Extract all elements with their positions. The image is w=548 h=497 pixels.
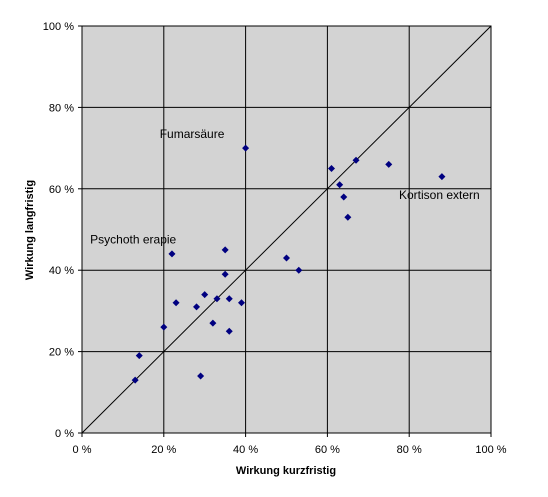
- data-point-8: [209, 319, 217, 327]
- data-point-14: [238, 299, 246, 307]
- annotation-1: Psychoth erapie: [90, 233, 176, 247]
- data-point-21: [344, 213, 352, 221]
- annotations: Fumarsäure Psychoth erapie Kortison extern: [90, 127, 480, 247]
- y-tick-label-3: 60 %: [49, 184, 74, 196]
- data-point-22: [352, 156, 360, 164]
- data-point-3: [168, 250, 176, 258]
- data-point-13: [225, 327, 233, 335]
- data-points: [131, 144, 446, 384]
- y-tick-label-4: 80 %: [49, 102, 74, 114]
- gridlines: [82, 26, 491, 433]
- data-point-12: [225, 295, 233, 303]
- x-axis: 0 % 20 % 40 % 60 % 80 % 100 %: [73, 433, 507, 456]
- data-point-4: [172, 299, 180, 307]
- x-tick-label-4: 80 %: [397, 444, 422, 456]
- x-axis-title: Wirkung kurzfristig: [236, 465, 336, 477]
- annotation-2: Kortison extern: [399, 188, 480, 202]
- x-tick-label-5: 100 %: [475, 444, 506, 456]
- data-point-24: [438, 173, 446, 181]
- data-point-17: [295, 266, 303, 274]
- y-axis: 0 % 20 % 40 % 60 % 80 % 100 %: [43, 21, 82, 440]
- data-point-11: [221, 270, 229, 278]
- x-tick-label-1: 20 %: [151, 444, 176, 456]
- diagonal-reference-line: [81, 25, 492, 434]
- x-tick-label-0: 0 %: [73, 444, 92, 456]
- data-point-7: [201, 291, 209, 299]
- data-point-10: [221, 246, 229, 254]
- y-tick-label-0: 0 %: [55, 428, 74, 440]
- data-point-2: [160, 323, 168, 331]
- x-tick-label-3: 60 %: [315, 444, 340, 456]
- data-point-15: [242, 144, 250, 152]
- data-point-23: [385, 160, 393, 168]
- data-point-19: [336, 181, 344, 189]
- data-point-16: [283, 254, 290, 262]
- y-tick-label-1: 20 %: [49, 347, 74, 359]
- y-tick-label-2: 40 %: [49, 265, 74, 277]
- annotation-0: Fumarsäure: [160, 127, 225, 141]
- y-tick-label-5: 100 %: [43, 21, 74, 33]
- data-point-18: [327, 164, 335, 172]
- x-tick-label-2: 40 %: [233, 444, 258, 456]
- data-point-6: [197, 372, 205, 380]
- data-point-5: [193, 303, 201, 311]
- y-axis-title: Wirkung langfristig: [24, 180, 36, 280]
- data-point-0: [131, 376, 139, 384]
- data-point-1: [135, 352, 143, 360]
- data-point-9: [213, 295, 221, 303]
- data-point-20: [340, 193, 348, 201]
